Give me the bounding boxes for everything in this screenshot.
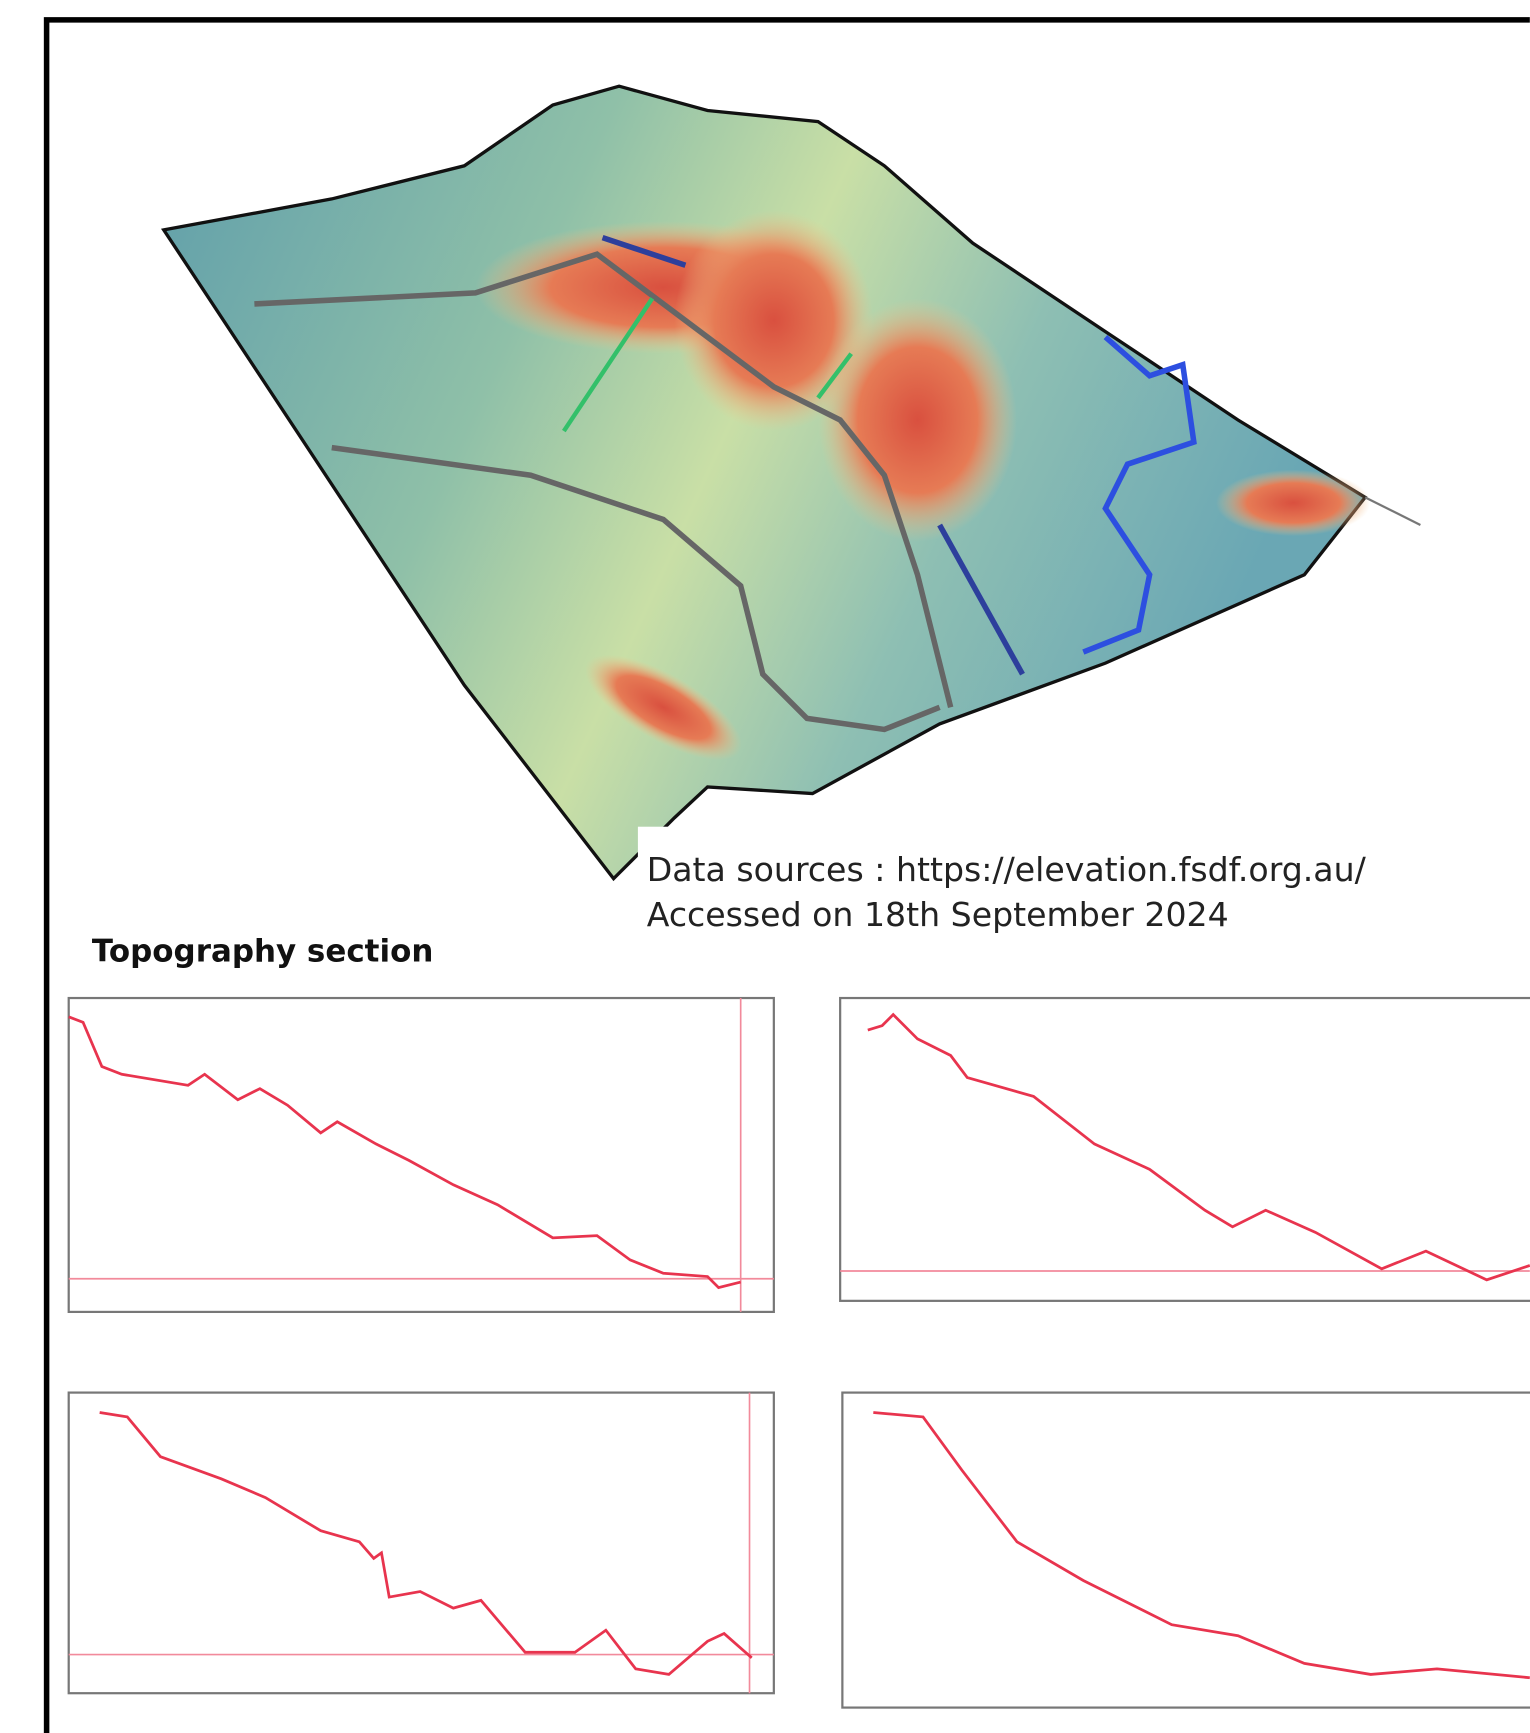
page: Data sources : https://elevation.fsdf.or… [0,0,1530,1733]
terrain-map [164,86,1421,937]
access-text: Accessed on 18th September 2024 [647,895,1229,934]
profile-panel [842,1393,1530,1708]
profile-panel [69,998,774,1312]
profile-panel [69,1393,774,1694]
section-title: Topography section [92,934,433,970]
profile-panel [840,998,1530,1301]
source-text: Data sources : https://elevation.fsdf.or… [647,850,1367,889]
figure: Data sources : https://elevation.fsdf.or… [0,0,1530,1733]
